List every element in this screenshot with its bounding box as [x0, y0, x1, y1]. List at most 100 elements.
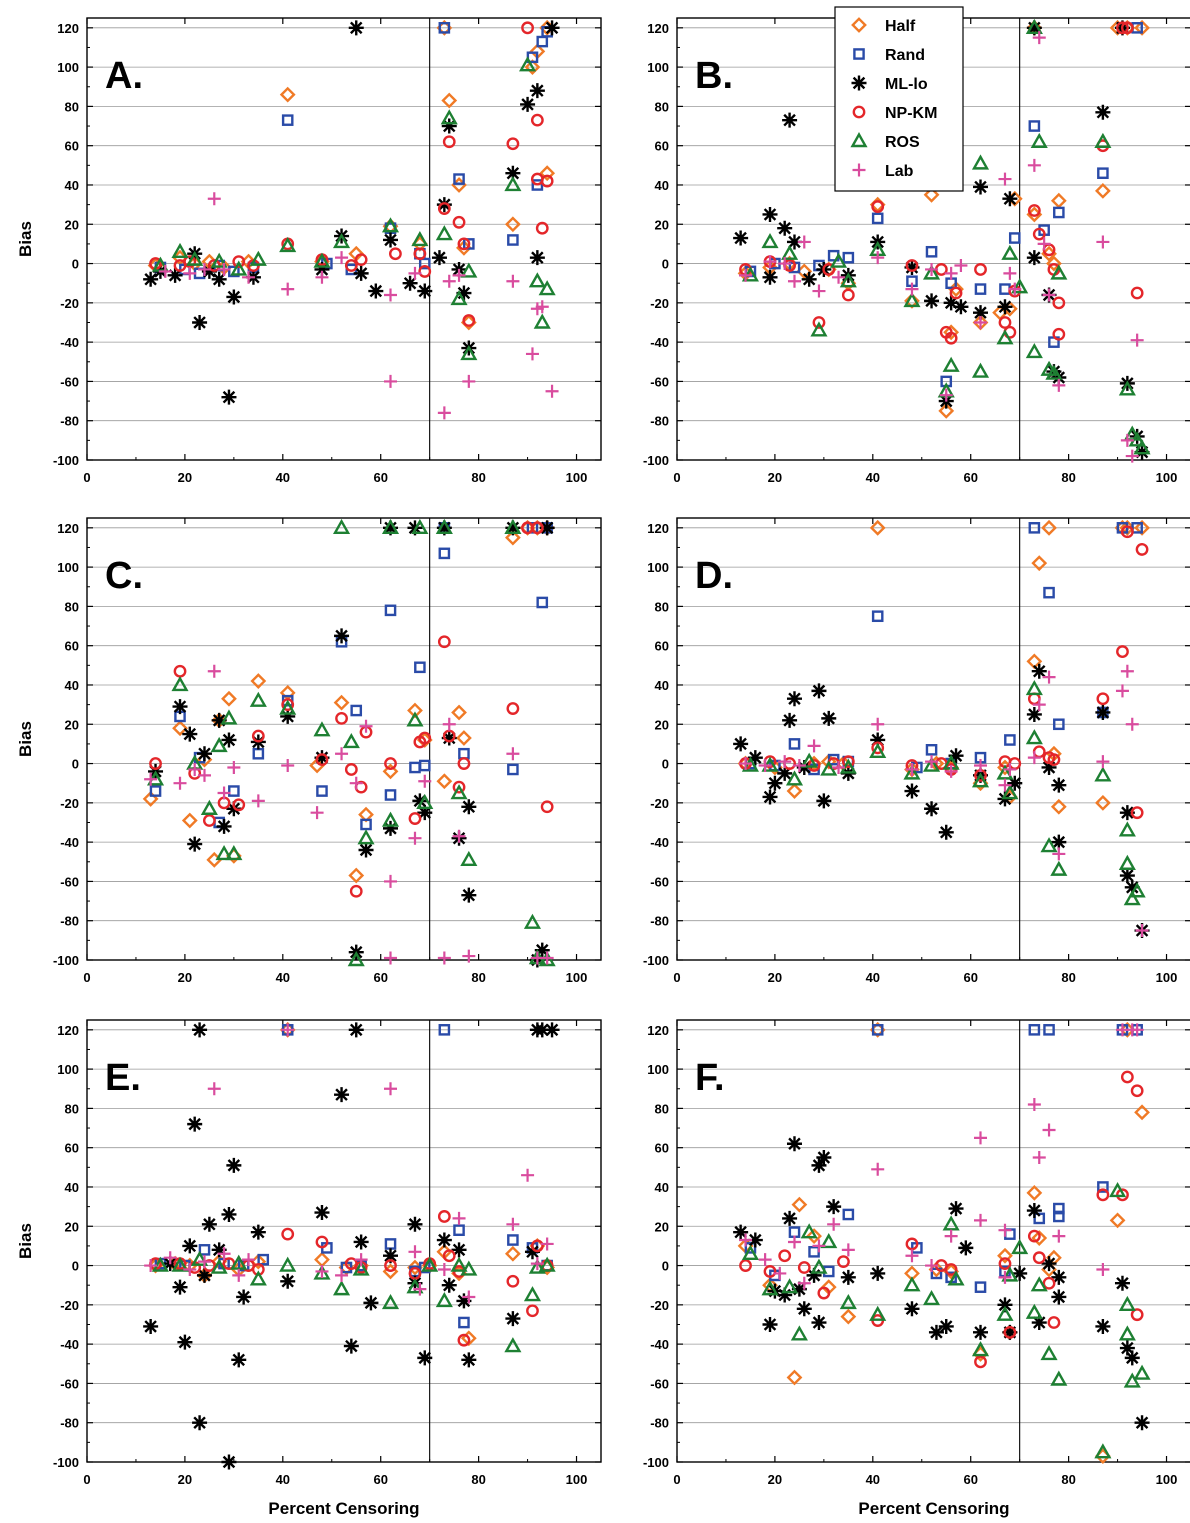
data-point [457, 1333, 471, 1347]
data-point [792, 759, 806, 773]
data-point [442, 135, 456, 149]
y-tick-label: 120 [57, 1023, 79, 1038]
y-tick-label: -60 [650, 374, 669, 389]
data-point [456, 730, 472, 746]
data-point [1043, 1024, 1055, 1036]
legend-box [834, 6, 964, 192]
data-point [342, 733, 360, 749]
legend-item: NP-KM [852, 105, 937, 122]
y-tick-label: 80 [65, 99, 79, 114]
data-point [778, 755, 792, 769]
data-point [928, 1324, 944, 1340]
data-point [1052, 378, 1066, 392]
data-point [924, 293, 940, 309]
y-tick-label: 120 [647, 1023, 669, 1038]
series-ros [741, 18, 1151, 455]
y-tick-label: 0 [72, 757, 79, 772]
data-point [812, 284, 826, 298]
data-point [217, 262, 231, 276]
data-point [163, 1251, 177, 1265]
data-point [437, 635, 451, 649]
data-point [1031, 1230, 1048, 1246]
data-point [1003, 762, 1017, 776]
data-point [382, 763, 399, 780]
data-point [1008, 282, 1022, 296]
data-point [949, 286, 963, 300]
x-tick-label: 40 [276, 1472, 290, 1487]
data-point [536, 35, 549, 48]
data-point [971, 154, 990, 170]
data-point [1052, 847, 1066, 861]
data-point [796, 1301, 812, 1317]
data-point [1096, 1188, 1110, 1202]
data-point [173, 776, 187, 790]
y-tick-label: -40 [650, 835, 669, 850]
data-point [974, 263, 987, 276]
y-tick-label: 100 [647, 1062, 669, 1077]
data-point [954, 259, 968, 273]
data-point [1026, 1203, 1042, 1219]
data-point [806, 1267, 822, 1283]
data-point [1114, 1275, 1130, 1291]
legend-marker [851, 75, 867, 91]
data-point [280, 1273, 296, 1289]
data-point [381, 217, 400, 233]
series-ros [146, 518, 556, 967]
data-point [797, 235, 811, 249]
data-point [1001, 784, 1019, 800]
data-point [207, 1082, 221, 1096]
panel-d: -100 -80 -60 -40 -20 0 20 40 60 80 100 120 0 20 40 60 80… [643, 517, 1190, 985]
data-point [408, 831, 422, 845]
data-point [747, 750, 763, 766]
data-point [871, 1162, 885, 1176]
data-point [217, 1247, 231, 1261]
data-point [457, 757, 471, 770]
data-point [450, 289, 468, 306]
data-point [524, 59, 541, 76]
series-ml-lo [733, 663, 1150, 939]
data-point [461, 1352, 477, 1368]
data-point [183, 255, 197, 268]
data-point [526, 522, 539, 534]
data-point [249, 1270, 267, 1286]
x-tick-label: 40 [276, 470, 290, 485]
data-point [1124, 1350, 1140, 1366]
data-point [221, 1454, 237, 1470]
x-tick-label: 80 [1061, 970, 1075, 985]
data-point [1130, 806, 1144, 820]
data-point [1032, 1251, 1046, 1265]
data-point [785, 770, 804, 786]
data-point [998, 172, 1012, 186]
y-tick-label: 40 [65, 1180, 79, 1195]
data-point [335, 251, 349, 265]
data-point [407, 1275, 423, 1291]
data-point [197, 1255, 211, 1269]
data-point [938, 1318, 954, 1334]
data-point [1134, 19, 1150, 36]
data-point [1134, 1104, 1150, 1121]
x-axis-label: Percent Censoring [858, 1499, 1009, 1518]
data-point [349, 884, 363, 898]
data-point [411, 231, 429, 247]
data-point [210, 252, 228, 268]
data-point [435, 225, 453, 241]
data-point [524, 1244, 540, 1260]
legend-item: ML-lo [851, 75, 928, 93]
data-point [925, 744, 938, 756]
data-point [739, 1233, 753, 1247]
data-point [450, 784, 468, 800]
data-point [800, 1223, 818, 1239]
data-point [1046, 255, 1062, 272]
data-point [202, 814, 216, 827]
data-point [360, 818, 372, 831]
data-point [1094, 794, 1111, 811]
data-point [1030, 1276, 1048, 1292]
data-point [820, 1233, 838, 1249]
data-point [230, 260, 248, 276]
data-point [531, 179, 544, 191]
data-point [409, 761, 421, 774]
data-point [1118, 821, 1136, 837]
data-point [786, 783, 803, 799]
data-point [944, 1263, 958, 1276]
